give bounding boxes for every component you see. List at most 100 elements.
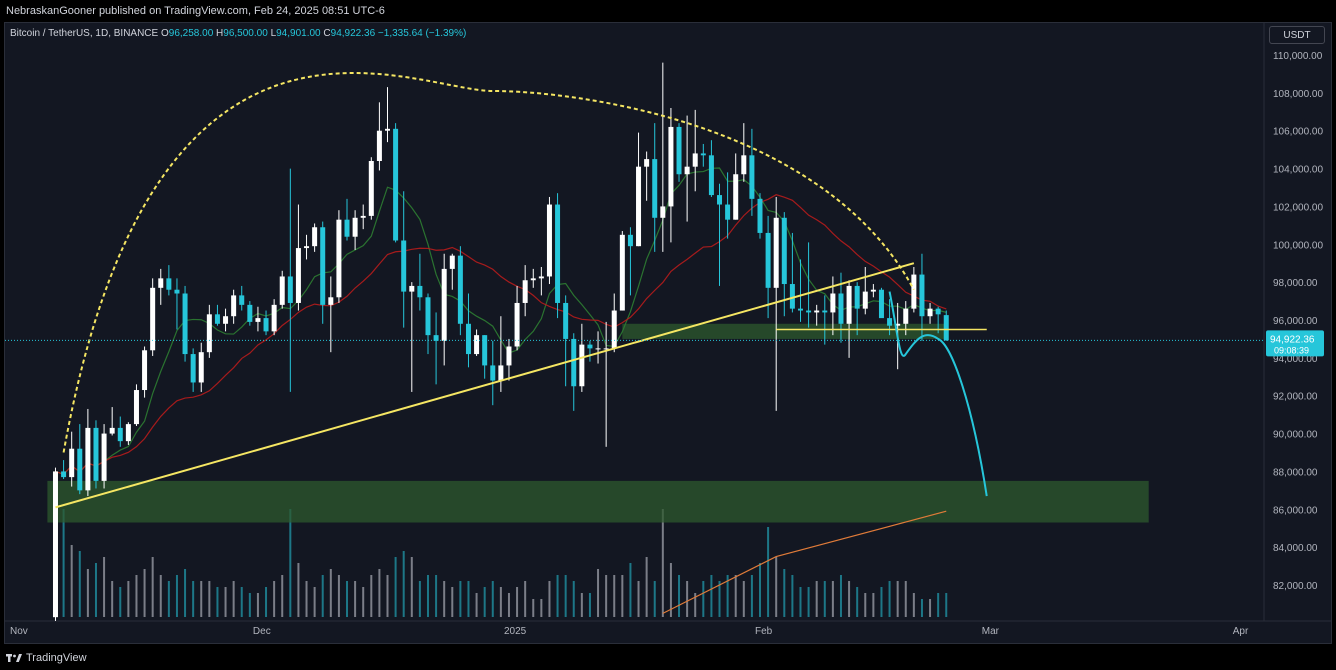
volume-bar <box>872 593 875 617</box>
volume-bar <box>70 545 73 617</box>
x-tick-label: 2025 <box>504 626 527 637</box>
candle-body <box>627 234 633 247</box>
candle-body <box>546 204 552 277</box>
candle-body <box>563 302 569 339</box>
volume-bar <box>378 569 381 617</box>
last-price-countdown: 09:08:39 <box>1274 345 1309 355</box>
volume-bar <box>572 581 575 617</box>
x-tick-label: Nov <box>10 626 28 637</box>
candle-body <box>773 217 779 288</box>
volume-bar <box>621 575 624 617</box>
candle-body <box>52 471 58 618</box>
high-label: H <box>216 28 224 39</box>
volume-bar <box>273 581 276 617</box>
close-label: C <box>323 28 331 39</box>
y-tick-label: 90,000.00 <box>1273 430 1318 441</box>
volume-bar <box>451 587 454 617</box>
candle-body <box>409 285 415 292</box>
candle-body <box>644 159 650 167</box>
currency-button[interactable]: USDT <box>1269 26 1325 44</box>
symbol-label: Bitcoin / TetherUS, 1D, BINANCE <box>10 28 159 39</box>
volume-bar <box>791 575 794 617</box>
change-value: −1,335.64 (−1.39%) <box>377 28 467 39</box>
candle-body <box>166 278 172 290</box>
candle-body <box>741 155 747 175</box>
volume-bar <box>151 557 154 617</box>
volume-bar <box>694 593 697 617</box>
volume-bar <box>653 581 656 617</box>
candle-body <box>223 316 229 324</box>
y-tick-label: 84,000.00 <box>1273 543 1318 554</box>
volume-bar <box>184 569 187 617</box>
volume-bar <box>767 527 770 617</box>
candle-body <box>336 219 342 298</box>
candle-body <box>838 293 844 324</box>
candle-body <box>101 433 107 481</box>
candle-body <box>271 304 277 332</box>
candle-body <box>482 335 488 366</box>
price-axis-area <box>1264 23 1331 621</box>
ma-orange-line <box>662 510 947 614</box>
volume-bar <box>159 575 162 617</box>
volume-bar <box>524 581 527 617</box>
volume-bar <box>459 581 462 617</box>
volume-bar <box>127 581 130 617</box>
y-tick-label: 102,000.00 <box>1273 202 1323 213</box>
y-tick-label: 94,000.00 <box>1273 354 1318 365</box>
candle-body <box>77 448 83 491</box>
support-zone-lower <box>47 480 1149 523</box>
volume-bar <box>564 575 567 617</box>
volume-bar <box>661 509 664 617</box>
volume-bar <box>839 575 842 617</box>
candle-body <box>692 153 698 167</box>
volume-bar <box>597 569 600 617</box>
volume-bar <box>799 587 802 617</box>
volume-bar <box>613 575 616 617</box>
volume-bar <box>880 587 883 617</box>
x-tick-label: Apr <box>1233 626 1249 637</box>
candle-body <box>433 335 439 341</box>
candle-body <box>474 335 480 355</box>
y-tick-label: 98,000.00 <box>1273 278 1318 289</box>
volume-bar <box>135 575 138 617</box>
volume-bar <box>386 575 389 617</box>
candle-body <box>441 268 447 341</box>
candle-body <box>530 278 536 281</box>
candle-body <box>69 448 75 478</box>
volume-bar <box>848 581 851 617</box>
candle-body <box>239 295 245 305</box>
candle-body <box>425 297 431 336</box>
volume-bar <box>200 581 203 617</box>
candle-body <box>287 276 293 303</box>
candle-body <box>174 289 180 294</box>
volume-bar <box>823 581 826 617</box>
volume-bar <box>256 593 259 617</box>
volume-bar <box>775 557 778 617</box>
candle-body <box>822 310 828 313</box>
candle-body <box>198 352 204 383</box>
candle-body <box>571 338 577 387</box>
candle-body <box>927 308 933 317</box>
volume-bar <box>78 551 81 617</box>
volume-bar <box>507 593 510 617</box>
candle-body <box>757 198 763 233</box>
volume-bar <box>248 593 251 617</box>
candle-body <box>465 323 471 355</box>
candle-body <box>498 365 504 381</box>
volume-bar <box>354 581 357 617</box>
y-tick-label: 108,000.00 <box>1273 89 1323 100</box>
candle-body <box>279 276 285 305</box>
open-label: O <box>160 28 169 39</box>
candle-body <box>360 215 366 218</box>
candle-body <box>393 128 399 241</box>
volume-bar <box>281 575 284 617</box>
candle-body <box>312 227 318 247</box>
volume-bar <box>734 575 737 617</box>
volume-bar <box>305 581 308 617</box>
candle-body <box>93 427 99 481</box>
candle-body <box>587 344 593 349</box>
candle-body <box>660 206 666 218</box>
candle-body <box>797 308 803 311</box>
volume-bar <box>896 581 899 617</box>
